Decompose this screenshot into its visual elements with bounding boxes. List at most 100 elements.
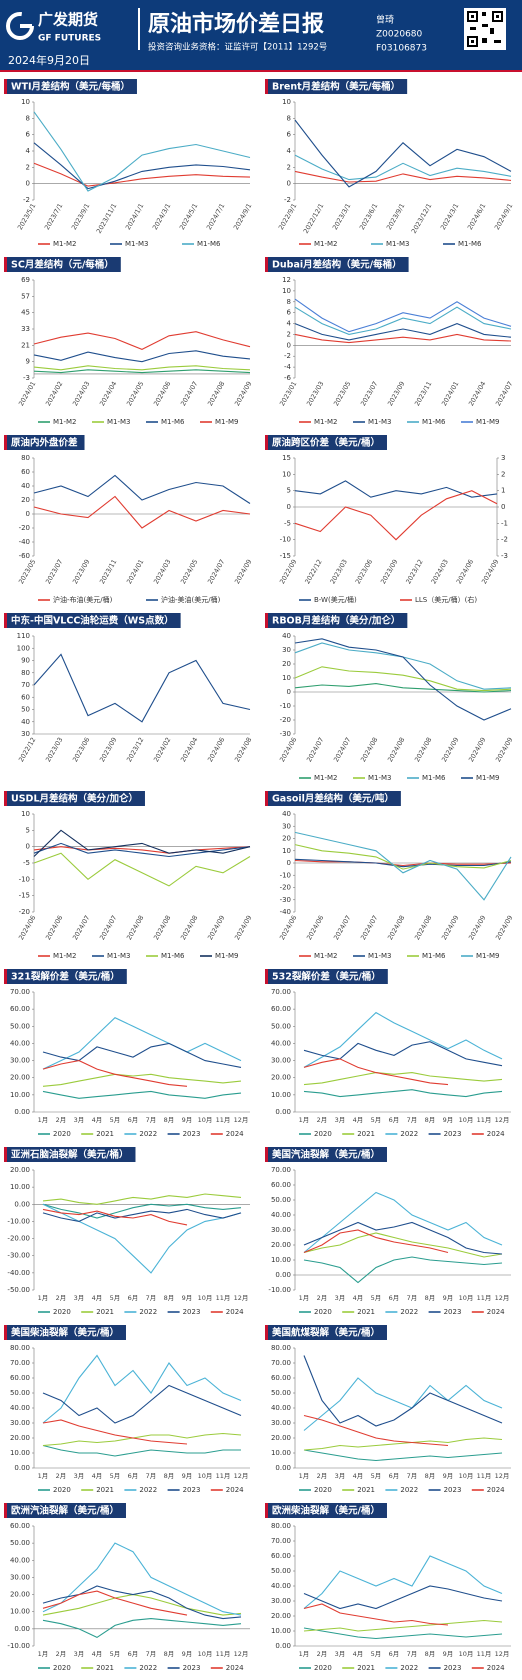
x-tick-label: 2024/1/1 bbox=[124, 202, 146, 231]
series-line bbox=[42, 1354, 242, 1424]
legend-label: 2024 bbox=[226, 1130, 244, 1138]
y-tick-label: -20.00 bbox=[7, 1235, 30, 1243]
series-line bbox=[294, 642, 512, 690]
y-tick-label: 20.00 bbox=[271, 1241, 291, 1249]
x-tick-label: 2024/09 bbox=[206, 914, 226, 941]
series-line bbox=[294, 119, 512, 188]
x-tick-label: 6月 bbox=[389, 1116, 400, 1124]
y-tick-label: 30.00 bbox=[271, 1419, 291, 1427]
title-bar bbox=[265, 1325, 387, 1340]
y-tick-label: -10.00 bbox=[7, 1217, 30, 1225]
x-tick-label: 11月 bbox=[477, 1294, 492, 1302]
x-tick-label: 2023/11/1 bbox=[95, 202, 119, 235]
y-tick-label: 60 bbox=[21, 693, 30, 701]
x-tick-label: 2024/02 bbox=[152, 736, 172, 763]
chart-title: WTI月差结构（美元/每桶） bbox=[11, 81, 130, 93]
y-tick-label: 50 bbox=[21, 706, 30, 714]
x-tick-label: 2月 bbox=[317, 1472, 328, 1480]
chart-panel: 中东-中国VLCC油轮运费（WS点数） 30 40 50 60 70 80 90 100 110 2… bbox=[4, 613, 253, 763]
legend-label: M1-M2 bbox=[314, 418, 338, 426]
y-tick-label: 69 bbox=[21, 276, 30, 284]
x-tick-label: 7月 bbox=[407, 1472, 418, 1480]
legend-label: 2023 bbox=[444, 1130, 462, 1138]
series-line bbox=[42, 1590, 188, 1616]
title-bar bbox=[4, 1325, 126, 1340]
legend-label: M1-M9 bbox=[215, 418, 239, 426]
series-line bbox=[33, 142, 251, 190]
title-marker bbox=[265, 1147, 268, 1162]
x-tick-label: 2024/5/1 bbox=[178, 202, 200, 231]
y-tick-label: 40.00 bbox=[271, 1404, 291, 1412]
legend-label: 2022 bbox=[139, 1130, 157, 1138]
y-tick-label: 20.00 bbox=[10, 1434, 30, 1442]
x-tick-label: 2023/06 bbox=[71, 736, 91, 763]
y-tick-label: 10 bbox=[282, 98, 291, 106]
legend-label: M1-M2 bbox=[314, 774, 338, 782]
y-tick-label: 10.00 bbox=[10, 1608, 30, 1616]
title-marker bbox=[4, 1503, 7, 1518]
title-marker bbox=[4, 1325, 7, 1340]
series-line bbox=[33, 365, 251, 371]
legend-label: 2020 bbox=[314, 1130, 332, 1138]
y-tick-label: 20 bbox=[282, 660, 291, 668]
title-marker bbox=[4, 1147, 7, 1162]
chart-panel: 532裂解价差（美元/桶） 0.00 10.00 20.00 30.00 40.00 50.… bbox=[265, 969, 511, 1138]
analyst-id: Z0020680 bbox=[376, 30, 423, 40]
x-tick-label: 2024/3/1 bbox=[151, 202, 173, 231]
x-tick-label: 10月 bbox=[459, 1116, 474, 1124]
legend-label: M1-M2 bbox=[314, 952, 338, 960]
chart-panel: 原油跨区价差（美元/桶）-15-10-5051015-3-2-101232022… bbox=[265, 435, 508, 604]
x-tick-label: 12月 bbox=[495, 1472, 510, 1480]
x-tick-label: 12月 bbox=[234, 1116, 249, 1124]
y-tick-label: 80 bbox=[21, 454, 30, 462]
y-tick-label: 8 bbox=[287, 298, 291, 306]
title-bar bbox=[265, 791, 401, 806]
series-line bbox=[33, 111, 251, 192]
y-tick-label: 30.00 bbox=[271, 1057, 291, 1065]
series-line bbox=[294, 154, 512, 181]
y-tick-label: 50.00 bbox=[10, 1389, 30, 1397]
y-tick-label: 10.00 bbox=[271, 1449, 291, 1457]
series-line bbox=[303, 1089, 503, 1098]
x-tick-label: 2024/09 bbox=[233, 558, 253, 585]
x-tick-label: 11月 bbox=[216, 1472, 231, 1480]
series-line bbox=[303, 1256, 503, 1284]
legend-label: 2022 bbox=[139, 1664, 157, 1672]
y-tick-label: 2 bbox=[26, 163, 30, 171]
y-tick-label: -20 bbox=[280, 884, 291, 892]
x-tick-label: 2024/06 bbox=[278, 736, 298, 763]
series-line bbox=[42, 1384, 242, 1424]
title-bar bbox=[265, 969, 388, 984]
x-tick-label: 8月 bbox=[425, 1472, 436, 1480]
series-line bbox=[303, 1232, 503, 1258]
y-tick-label: 20.00 bbox=[271, 1612, 291, 1620]
y-tick-label: 10.00 bbox=[10, 1183, 30, 1191]
legend-label: M1-M3 bbox=[107, 418, 131, 426]
title-bar bbox=[4, 435, 85, 450]
x-tick-label: 2024/9/1 bbox=[493, 202, 515, 231]
chart-title: 原油跨区价差（美元/桶） bbox=[272, 437, 380, 449]
legend-label: M1-M2 bbox=[53, 240, 77, 248]
title-bar bbox=[265, 257, 409, 272]
y-tick-label: 30 bbox=[282, 646, 291, 654]
y-tick-label: 50.00 bbox=[271, 1567, 291, 1575]
y-tick-label: -4 bbox=[284, 363, 292, 371]
chart-panel: Gasoil月差结构（美元/吨） -40 -30 -20 -10 0 10 20 30 40 202… bbox=[265, 791, 514, 960]
chart-panel: 美国柴油裂解（美元/桶） 0.00 10.00 20.00 30.00 40.00 50.0… bbox=[4, 1325, 250, 1494]
series-line bbox=[33, 350, 251, 363]
x-tick-label: 4月 bbox=[92, 1472, 103, 1480]
x-tick-label: 2月 bbox=[317, 1650, 328, 1658]
x-tick-label: 10月 bbox=[459, 1650, 474, 1658]
x-tick-label: 3月 bbox=[335, 1294, 346, 1302]
x-tick-label: 8月 bbox=[164, 1650, 175, 1658]
x-tick-label: 2024/07 bbox=[305, 736, 325, 763]
y-tick-label: 10 bbox=[282, 470, 291, 478]
y-tick-label: 0 bbox=[287, 341, 291, 349]
legend-label: M1-M3 bbox=[368, 952, 392, 960]
y-tick-label: 10 bbox=[282, 287, 291, 295]
x-tick-label: 2023/03 bbox=[329, 558, 349, 585]
y-tick-label: 3 bbox=[501, 454, 505, 462]
x-tick-label: 11月 bbox=[216, 1650, 231, 1658]
x-tick-label: 2月 bbox=[56, 1116, 67, 1124]
x-tick-label: 12月 bbox=[495, 1294, 510, 1302]
